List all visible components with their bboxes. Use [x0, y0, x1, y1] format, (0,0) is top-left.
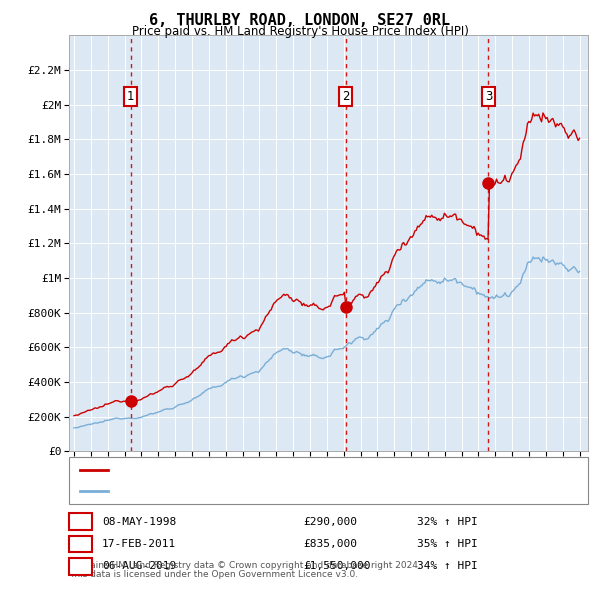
- Text: 17-FEB-2011: 17-FEB-2011: [102, 539, 176, 549]
- Text: This data is licensed under the Open Government Licence v3.0.: This data is licensed under the Open Gov…: [69, 571, 358, 579]
- Text: £290,000: £290,000: [303, 517, 357, 526]
- Text: 34% ↑ HPI: 34% ↑ HPI: [417, 562, 478, 571]
- Text: HPI: Average price, detached house, Lambeth: HPI: Average price, detached house, Lamb…: [115, 486, 384, 496]
- Text: 6, THURLBY ROAD, LONDON, SE27 0RL (detached house): 6, THURLBY ROAD, LONDON, SE27 0RL (detac…: [115, 466, 428, 476]
- Text: Contains HM Land Registry data © Crown copyright and database right 2024.: Contains HM Land Registry data © Crown c…: [69, 561, 421, 570]
- Text: 2: 2: [77, 539, 84, 549]
- Text: 08-MAY-1998: 08-MAY-1998: [102, 517, 176, 526]
- Text: 06-AUG-2019: 06-AUG-2019: [102, 562, 176, 571]
- Text: 3: 3: [485, 90, 492, 103]
- Text: £1,550,000: £1,550,000: [303, 562, 371, 571]
- Text: 35% ↑ HPI: 35% ↑ HPI: [417, 539, 478, 549]
- Text: Price paid vs. HM Land Registry's House Price Index (HPI): Price paid vs. HM Land Registry's House …: [131, 25, 469, 38]
- Text: 1: 1: [77, 517, 84, 526]
- Text: 3: 3: [77, 562, 84, 571]
- Text: 1: 1: [127, 90, 134, 103]
- Text: 6, THURLBY ROAD, LONDON, SE27 0RL: 6, THURLBY ROAD, LONDON, SE27 0RL: [149, 13, 451, 28]
- Text: £835,000: £835,000: [303, 539, 357, 549]
- Text: 2: 2: [342, 90, 349, 103]
- Text: 32% ↑ HPI: 32% ↑ HPI: [417, 517, 478, 526]
